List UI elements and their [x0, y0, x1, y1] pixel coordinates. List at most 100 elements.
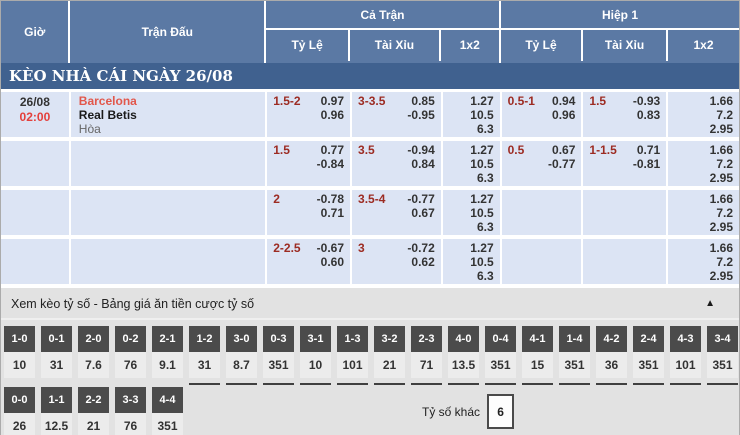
score-odds[interactable]: 7.6 [78, 352, 109, 378]
score-label[interactable]: 1-0 [4, 326, 35, 352]
score-label[interactable]: 0-2 [115, 326, 146, 352]
odds-value[interactable]: 1.27 [470, 241, 494, 255]
score-cell-2-3[interactable]: 2-3 71 [411, 326, 442, 378]
score-cell-1-2[interactable]: 1-2 31 [189, 326, 220, 378]
score-odds[interactable]: 26 [4, 413, 35, 435]
score-odds[interactable]: 76 [115, 352, 146, 378]
score-cell-3-0[interactable]: 3-0 8.7 [226, 326, 257, 378]
score-odds[interactable]: 31 [41, 352, 72, 378]
h1-overunder-cell[interactable]: 1-1.5 0.71 -0.81 [583, 141, 669, 186]
odds-value[interactable]: 7.2 [716, 157, 733, 171]
score-cell-0-0[interactable]: 0-0 26 [4, 387, 35, 435]
score-cell-1-1[interactable]: 1-1 12.5 [41, 387, 72, 435]
ft-1x2-cell[interactable]: 1.27 10.5 6.3 [442, 92, 502, 137]
score-label[interactable]: 2-1 [152, 326, 183, 352]
odds-value[interactable]: 1.27 [470, 143, 494, 157]
score-cell-2-1[interactable]: 2-1 9.1 [152, 326, 183, 378]
ft-overunder-cell[interactable]: 3-3.5 0.85 -0.95 [352, 92, 443, 137]
other-score-value-box[interactable]: 6 [487, 394, 515, 429]
odds-value[interactable]: 10.5 [470, 255, 494, 269]
h1-overunder-cell[interactable]: 1.5 -0.93 0.83 [583, 92, 669, 137]
score-label[interactable]: 4-0 [448, 326, 479, 352]
score-cell-3-4[interactable]: 3-4 351 [707, 326, 738, 378]
score-label[interactable]: 1-4 [559, 326, 590, 352]
odds-value[interactable]: 0.96 [320, 108, 345, 122]
score-label[interactable]: 3-0 [226, 326, 257, 352]
score-cell-0-3[interactable]: 0-3 351 [263, 326, 294, 378]
odds-value[interactable]: 10.5 [470, 157, 494, 171]
score-label[interactable]: 0-4 [485, 326, 516, 352]
score-cell-4-1[interactable]: 4-1 15 [522, 326, 553, 378]
odds-value[interactable]: 0.71 [636, 143, 661, 157]
ft-handicap-cell[interactable]: 1.5-2 0.97 0.96 [267, 92, 353, 137]
score-odds[interactable]: 351 [559, 352, 590, 378]
score-cell-0-1[interactable]: 0-1 31 [41, 326, 72, 378]
score-label[interactable]: 0-3 [263, 326, 294, 352]
score-label[interactable]: 3-2 [374, 326, 405, 352]
ft-1x2-cell[interactable]: 1.27 10.5 6.3 [442, 141, 502, 186]
score-odds[interactable]: 351 [263, 352, 294, 378]
score-odds[interactable]: 71 [411, 352, 442, 378]
score-label[interactable]: 0-0 [4, 387, 35, 413]
odds-value[interactable]: 2.95 [709, 171, 733, 185]
score-odds[interactable]: 21 [78, 413, 109, 435]
odds-value[interactable]: 2.95 [709, 220, 733, 234]
score-cell-4-3[interactable]: 4-3 101 [670, 326, 701, 378]
h1-handicap-cell[interactable]: 0.5 0.67 -0.77 [501, 141, 584, 186]
odds-value[interactable]: 0.67 [411, 206, 435, 220]
score-odds[interactable]: 36 [596, 352, 627, 378]
ft-handicap-cell[interactable]: 2 -0.78 0.71 [267, 190, 353, 235]
score-odds[interactable]: 351 [485, 352, 516, 378]
score-odds[interactable]: 9.1 [152, 352, 183, 378]
odds-value[interactable]: -0.95 [407, 108, 435, 122]
score-odds[interactable]: 10 [4, 352, 35, 378]
score-cell-1-4[interactable]: 1-4 351 [559, 326, 590, 378]
score-label[interactable]: 4-3 [670, 326, 701, 352]
score-cell-4-0[interactable]: 4-0 13.5 [448, 326, 479, 378]
h1-handicap-cell[interactable]: 0.5-1 0.94 0.96 [501, 92, 584, 137]
score-odds[interactable]: 15 [522, 352, 553, 378]
odds-value[interactable]: 0.84 [411, 157, 435, 171]
score-cell-4-2[interactable]: 4-2 36 [596, 326, 627, 378]
score-cell-0-4[interactable]: 0-4 351 [485, 326, 516, 378]
score-cell-2-4[interactable]: 2-4 351 [633, 326, 664, 378]
score-label[interactable]: 2-4 [633, 326, 664, 352]
score-cell-2-2[interactable]: 2-2 21 [78, 387, 109, 435]
score-label[interactable]: 1-3 [337, 326, 368, 352]
odds-value[interactable]: 1.66 [709, 143, 733, 157]
score-cell-3-3[interactable]: 3-3 76 [115, 387, 146, 435]
odds-value[interactable]: 1.27 [470, 192, 494, 206]
ft-overunder-cell[interactable]: 3 -0.72 0.62 [352, 239, 443, 284]
score-label[interactable]: 1-1 [41, 387, 72, 413]
score-cell-4-4[interactable]: 4-4 351 [152, 387, 183, 435]
score-cell-2-0[interactable]: 2-0 7.6 [78, 326, 109, 378]
odds-value[interactable]: -0.84 [316, 157, 345, 171]
score-label[interactable]: 4-4 [152, 387, 183, 413]
score-odds[interactable]: 31 [189, 352, 220, 378]
odds-value[interactable]: 10.5 [470, 206, 494, 220]
odds-value[interactable]: 2.95 [709, 122, 733, 136]
ft-handicap-cell[interactable]: 1.5 0.77 -0.84 [267, 141, 353, 186]
odds-value[interactable]: -0.72 [407, 241, 435, 255]
score-cell-3-1[interactable]: 3-1 10 [300, 326, 331, 378]
h1-1x2-cell[interactable]: 1.66 7.2 2.95 [668, 141, 739, 186]
odds-value[interactable]: 0.62 [411, 255, 435, 269]
odds-value[interactable]: 0.77 [320, 143, 345, 157]
odds-value[interactable]: 0.83 [636, 108, 661, 122]
odds-value[interactable]: 0.85 [411, 94, 435, 108]
odds-value[interactable]: 6.3 [476, 220, 494, 234]
score-label[interactable]: 0-1 [41, 326, 72, 352]
score-odds[interactable]: 13.5 [448, 352, 479, 378]
odds-value[interactable]: 0.97 [320, 94, 345, 108]
odds-value[interactable]: 1.66 [709, 241, 733, 255]
correct-score-toggle-bar[interactable]: Xem kèo tỷ số - Bảng giá ăn tiền cược tỷ… [1, 288, 739, 320]
odds-value[interactable]: 0.71 [320, 206, 345, 220]
odds-value[interactable]: -0.78 [316, 192, 345, 206]
score-label[interactable]: 3-1 [300, 326, 331, 352]
h1-1x2-cell[interactable]: 1.66 7.2 2.95 [668, 92, 739, 137]
odds-value[interactable]: -0.77 [407, 192, 435, 206]
ft-1x2-cell[interactable]: 1.27 10.5 6.3 [442, 190, 502, 235]
ft-overunder-cell[interactable]: 3.5-4 -0.77 0.67 [352, 190, 443, 235]
odds-value[interactable]: -0.93 [632, 94, 661, 108]
odds-value[interactable]: 0.94 [552, 94, 576, 108]
